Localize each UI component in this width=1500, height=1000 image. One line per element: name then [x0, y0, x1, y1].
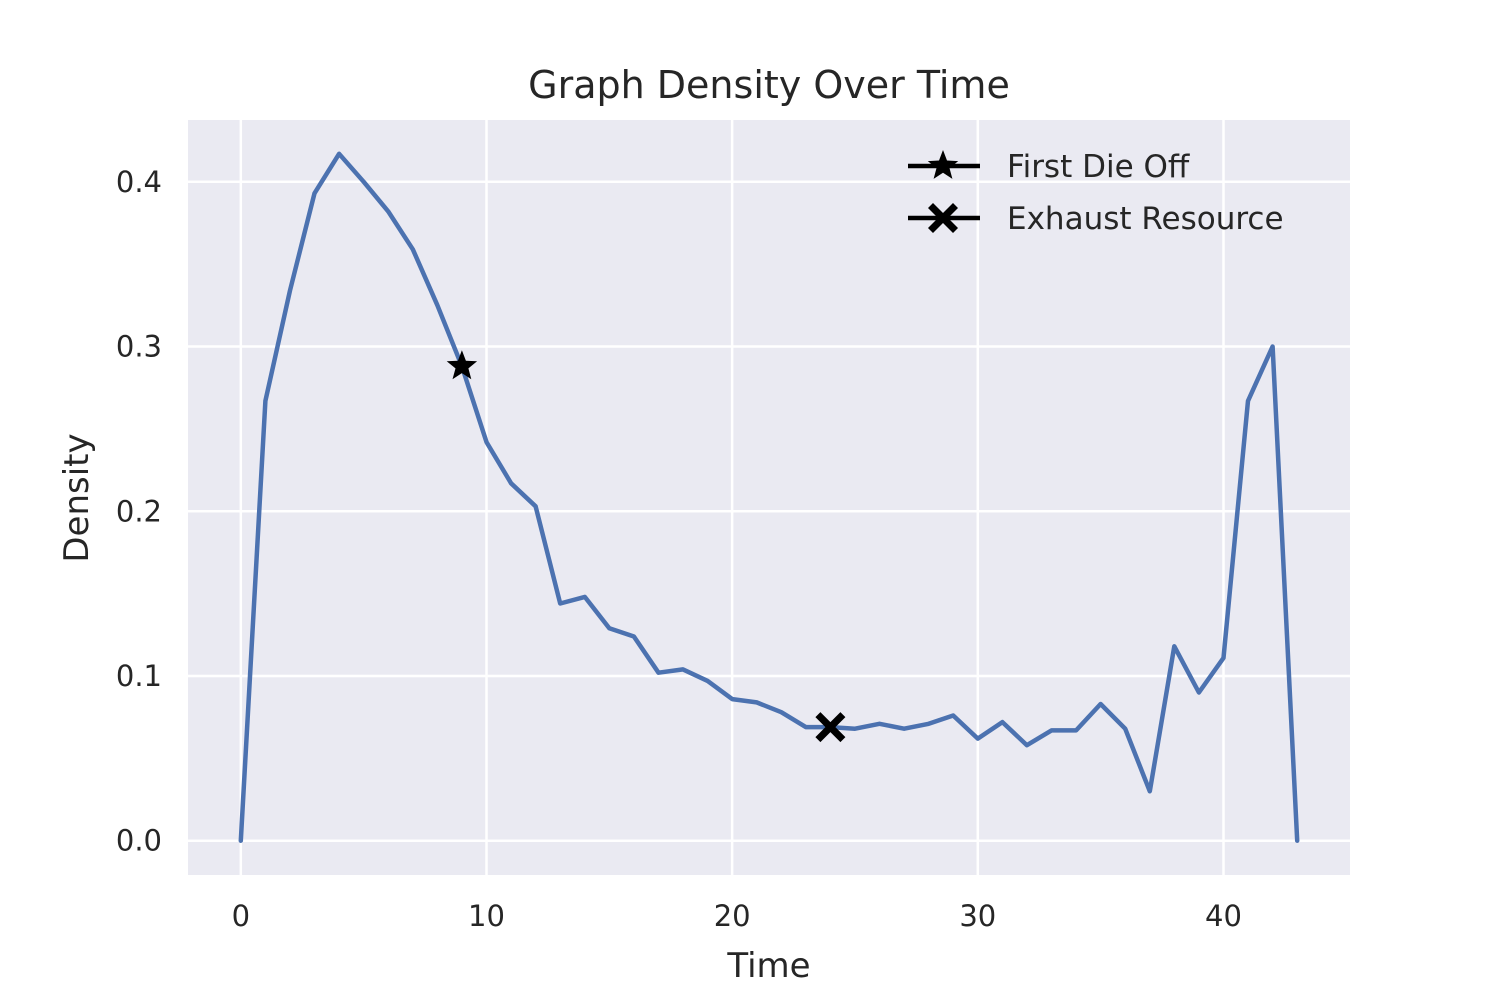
legend: First Die Off Exhaust Resource [908, 149, 1284, 237]
tick-labels: 0 10 20 30 40 0.0 0.1 0.2 0.3 0.4 [116, 165, 1242, 933]
legend-label: Exhaust Resource [1007, 201, 1284, 237]
density-line [238, 151, 1300, 843]
exhaust-resource-marker [815, 712, 846, 743]
legend-label: First Die Off [1007, 149, 1190, 185]
x-tick-label: 20 [714, 899, 751, 933]
marker-layer [446, 350, 846, 743]
y-tick-label: 0.1 [116, 659, 162, 693]
first-die-off-marker [446, 350, 478, 380]
y-tick-label: 0.3 [116, 330, 162, 364]
series-layer [238, 151, 1300, 843]
x-tick-label: 0 [232, 899, 250, 933]
legend-item: First Die Off [908, 149, 1190, 185]
chart-title: Graph Density Over Time [528, 63, 1010, 107]
star-icon [927, 150, 959, 179]
x-icon [928, 203, 958, 233]
y-axis-label: Density [57, 433, 97, 562]
y-tick-label: 0.0 [116, 824, 162, 858]
grid [188, 120, 1350, 875]
x-tick-label: 30 [959, 899, 996, 933]
y-tick-label: 0.4 [116, 165, 162, 199]
x-tick-label: 10 [468, 899, 505, 933]
legend-item: Exhaust Resource [908, 201, 1284, 237]
x-tick-label: 40 [1205, 899, 1242, 933]
y-tick-label: 0.2 [116, 494, 162, 528]
x-axis-label: Time [726, 946, 810, 986]
